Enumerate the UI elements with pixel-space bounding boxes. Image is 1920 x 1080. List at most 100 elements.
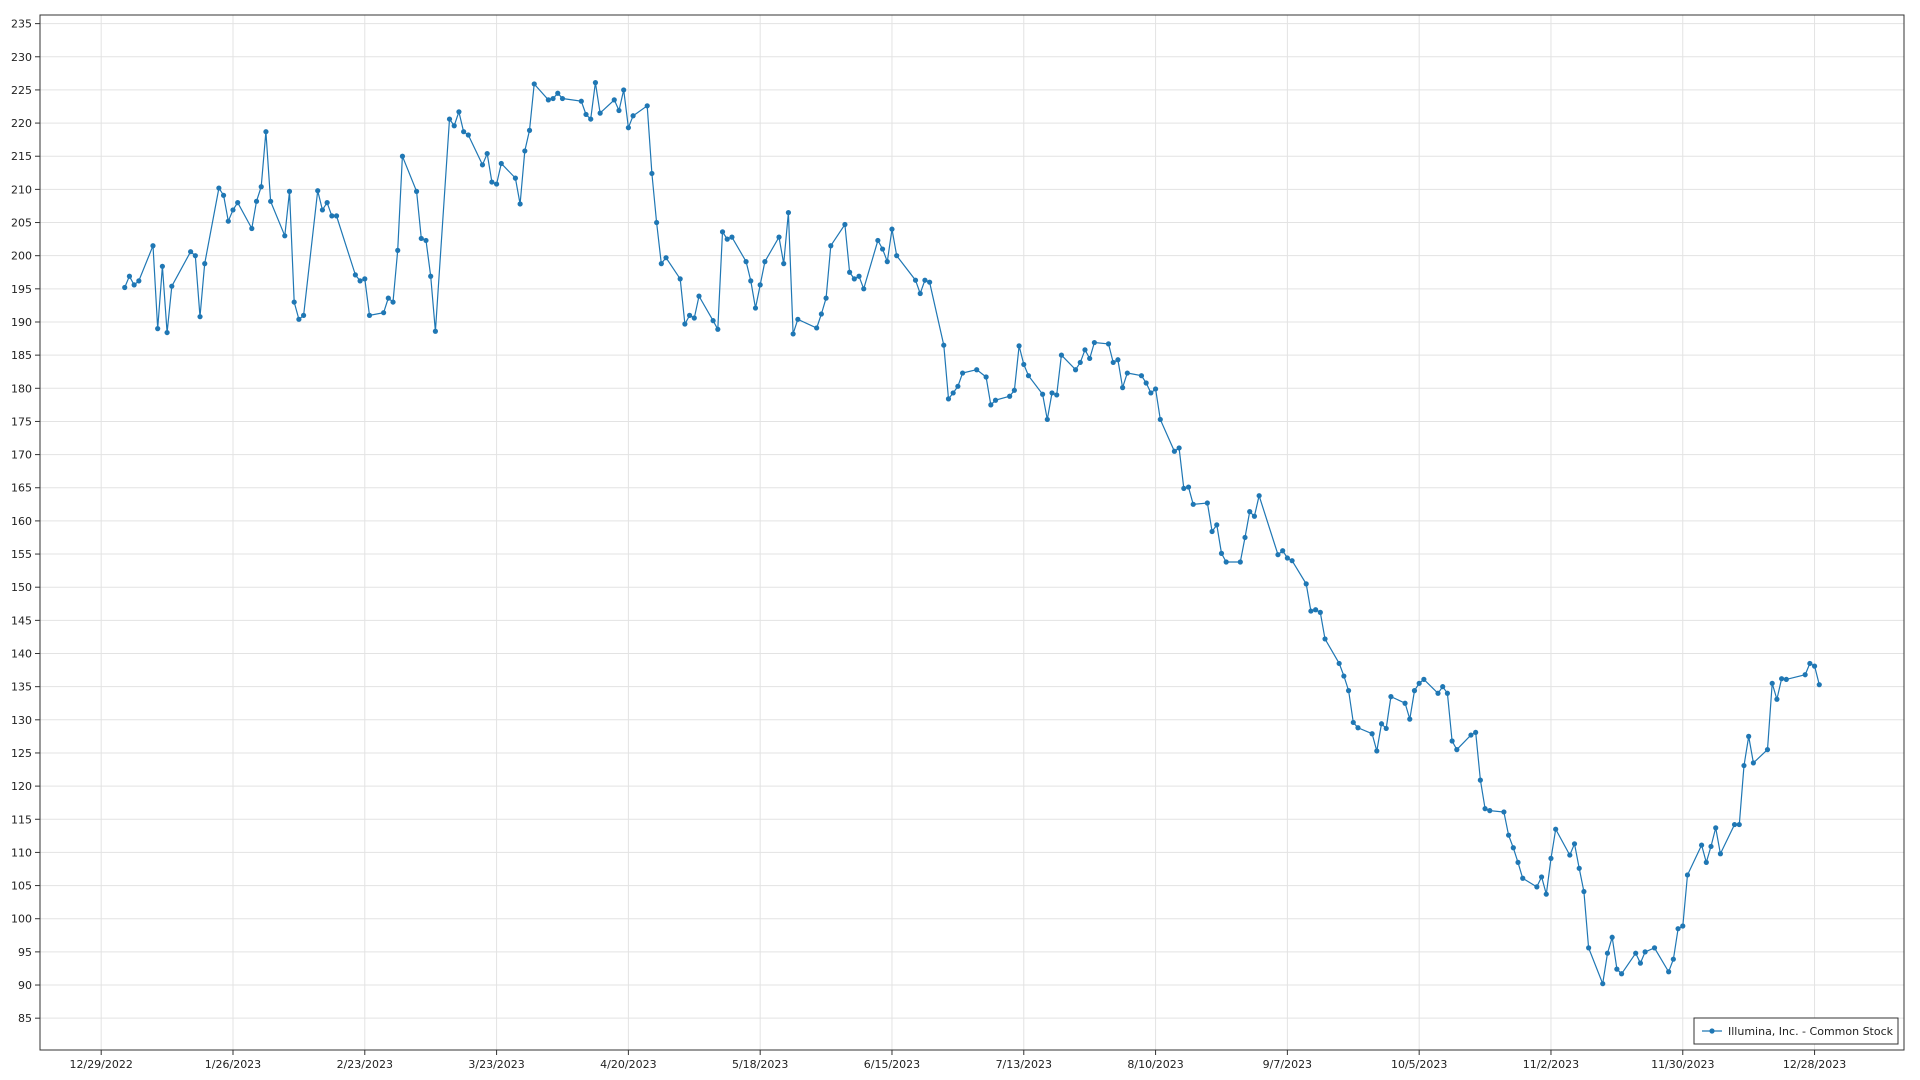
point <box>894 253 900 259</box>
point <box>1779 676 1785 682</box>
point <box>126 273 133 279</box>
point <box>1736 821 1742 828</box>
point <box>169 283 175 289</box>
point <box>357 278 363 284</box>
point <box>743 259 749 265</box>
point <box>1666 969 1672 975</box>
point <box>1802 672 1808 678</box>
point <box>1237 559 1243 565</box>
x-tick-label: 9/7/2023 <box>1263 1058 1312 1071</box>
point <box>545 97 551 103</box>
point <box>1040 391 1046 397</box>
point <box>762 259 768 265</box>
y-tick-label: 210 <box>11 183 32 196</box>
point <box>1783 676 1789 682</box>
point <box>164 329 170 336</box>
point <box>959 370 966 376</box>
point <box>875 237 881 244</box>
point <box>1350 719 1356 726</box>
point <box>752 305 759 311</box>
y-tick-label: 235 <box>11 18 32 31</box>
point <box>715 326 721 332</box>
point <box>1807 660 1813 667</box>
y-tick-label: 150 <box>11 581 32 594</box>
point <box>578 98 584 104</box>
point <box>1383 725 1389 732</box>
point <box>1148 390 1154 396</box>
point <box>1680 923 1686 929</box>
point <box>1058 352 1065 358</box>
point <box>974 367 980 373</box>
point <box>1538 874 1545 880</box>
point <box>366 312 373 318</box>
point <box>1336 660 1342 667</box>
point <box>1378 721 1385 727</box>
point <box>691 315 697 321</box>
point <box>1487 808 1493 814</box>
point <box>324 200 330 206</box>
x-tick-label: 11/2/2023 <box>1523 1058 1579 1071</box>
point <box>1675 926 1681 932</box>
point <box>225 218 231 224</box>
point <box>1717 851 1724 857</box>
point <box>654 219 660 226</box>
point <box>781 261 787 267</box>
point <box>498 160 504 167</box>
point <box>1242 534 1248 541</box>
x-tick-label: 5/18/2023 <box>732 1058 788 1071</box>
point <box>1571 841 1578 847</box>
point <box>282 233 288 239</box>
point <box>381 310 387 316</box>
x-tick-label: 4/20/2023 <box>600 1058 656 1071</box>
x-tick-label: 12/29/2022 <box>69 1058 132 1071</box>
point <box>1214 522 1220 528</box>
x-tick-label: 3/23/2023 <box>468 1058 524 1071</box>
point <box>220 192 227 198</box>
point <box>889 226 895 232</box>
point <box>413 188 420 194</box>
point <box>884 259 890 265</box>
point <box>757 282 763 288</box>
point <box>625 125 631 131</box>
point <box>1774 696 1780 702</box>
point <box>291 299 297 305</box>
point <box>550 95 556 102</box>
point <box>588 116 594 122</box>
point <box>1506 832 1512 838</box>
point <box>315 188 321 194</box>
point <box>1407 716 1413 722</box>
point <box>1138 373 1145 379</box>
point <box>1553 826 1559 832</box>
point <box>785 209 792 216</box>
x-tick-label: 6/15/2023 <box>864 1058 920 1071</box>
point <box>432 328 438 334</box>
point <box>1247 509 1253 515</box>
point <box>1576 865 1582 871</box>
point <box>192 253 198 259</box>
x-tick-label: 12/28/2023 <box>1783 1058 1846 1071</box>
point <box>729 234 735 240</box>
point <box>1482 806 1488 812</box>
point <box>992 397 999 403</box>
y-tick-label: 140 <box>11 648 32 661</box>
point <box>1087 355 1093 362</box>
x-tick-label: 10/5/2023 <box>1391 1058 1447 1071</box>
point <box>249 225 255 232</box>
point <box>517 201 523 207</box>
point <box>592 80 599 86</box>
point <box>1044 416 1050 423</box>
point <box>1308 608 1314 614</box>
point <box>597 110 603 116</box>
point <box>1816 682 1822 688</box>
point <box>159 263 165 269</box>
point <box>268 198 274 204</box>
point <box>395 247 401 253</box>
y-tick-label: 115 <box>11 813 32 826</box>
point <box>1176 445 1182 451</box>
point <box>136 278 142 284</box>
point <box>1313 607 1319 613</box>
point <box>630 113 636 119</box>
point <box>319 207 326 213</box>
point <box>1171 448 1178 454</box>
point <box>955 383 961 389</box>
